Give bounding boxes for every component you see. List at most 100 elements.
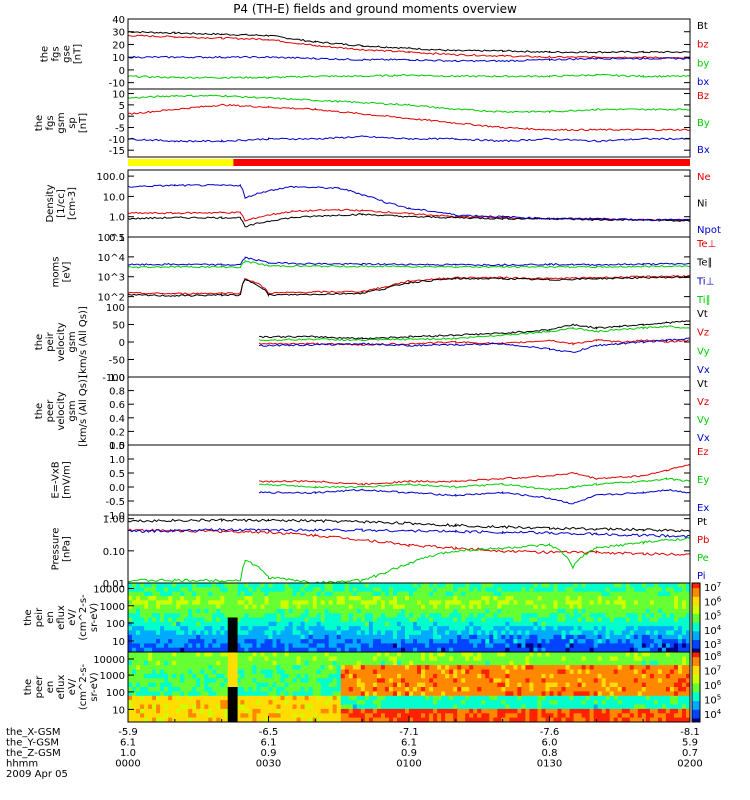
p10-cell [236, 717, 241, 723]
p10-cell [469, 687, 474, 692]
p10-cell [429, 691, 434, 697]
p9-cell [164, 583, 169, 588]
p10-cell [376, 704, 382, 710]
p9-cell [300, 604, 306, 610]
p9-cell [593, 587, 599, 593]
p10-cell [376, 673, 382, 679]
p9-cell [686, 630, 691, 636]
p10-cell [328, 687, 334, 692]
p10-cell [421, 652, 426, 657]
p10-cell [152, 695, 157, 701]
p9-colorbar-cell [692, 633, 700, 636]
p9-cell [264, 643, 269, 649]
p9-cell [260, 604, 265, 610]
p9-cell [216, 583, 221, 588]
p10-cell [678, 673, 683, 679]
p9-cell [461, 617, 466, 623]
p10-cell [220, 691, 225, 697]
p9-cell [649, 634, 655, 640]
p9-cell [433, 621, 438, 627]
p9-cell [308, 634, 314, 640]
p4-ylabel-line: moms [51, 257, 62, 288]
p10-cell [272, 665, 277, 670]
p10-cell [348, 673, 354, 679]
p9-cell [156, 587, 161, 593]
p9-cell [320, 630, 326, 636]
p9-cell [128, 617, 133, 623]
p9-cell [272, 617, 277, 623]
p9-cell [288, 643, 294, 649]
p10-cell [152, 691, 157, 697]
p10-cell [376, 708, 382, 714]
p10-cell [461, 678, 466, 684]
p9-cell [445, 613, 450, 618]
p9-cell [212, 613, 217, 618]
p10-cell [637, 691, 643, 697]
p9-cell [481, 604, 486, 610]
p9-cell [220, 600, 225, 606]
xaxis-tick-label: -5.9 [118, 727, 138, 738]
p9-cell [565, 613, 571, 618]
p9-cell [260, 595, 265, 601]
p10-cell [645, 652, 651, 657]
p10-cell [405, 691, 410, 697]
p10-cell [220, 652, 225, 657]
p10-cell [292, 717, 298, 723]
p9-cell [364, 600, 370, 606]
p9-cell [405, 604, 410, 610]
p9-cell [673, 621, 679, 627]
p9-cell [557, 600, 562, 606]
p9-cell [160, 583, 165, 588]
p10-cell [200, 700, 205, 705]
p10-cell [513, 660, 518, 666]
p10-colorbar-cell [692, 669, 700, 672]
p9-cell [445, 621, 450, 627]
p9-cell [376, 639, 382, 644]
p9-cell [545, 630, 550, 636]
p10-cell [288, 673, 294, 679]
p10-cell [541, 682, 546, 688]
p9-cell [144, 613, 149, 618]
p10-cell [637, 673, 643, 679]
p9-cell [248, 617, 253, 623]
p5-series-blue-line [258, 337, 691, 353]
p9-cell [573, 613, 579, 618]
p10-cell [481, 682, 486, 688]
p9-cell [533, 639, 538, 644]
p10-cell [682, 700, 687, 705]
p9-cell [316, 630, 322, 636]
p10-cell [144, 665, 149, 670]
p9-cell [300, 643, 306, 649]
p10-cell [457, 691, 462, 697]
p10-cell [625, 713, 631, 719]
p10-cell [236, 700, 241, 705]
p10-cell [441, 652, 446, 657]
p10-cell [669, 673, 675, 679]
p2-legend-green: By [697, 118, 710, 129]
p10-cell [344, 708, 350, 714]
p10-cell [156, 669, 161, 675]
p9-cell [252, 604, 257, 610]
p10-cell [429, 704, 434, 710]
p9-cell [180, 600, 185, 606]
p10-cell [673, 704, 679, 710]
p9-cell [156, 613, 161, 618]
p3-ytick-label: 100.0 [96, 172, 125, 183]
p9-cell [513, 630, 518, 636]
p9-cell [180, 647, 185, 653]
p9-cell [481, 617, 486, 623]
p9-cell [425, 583, 430, 588]
p10-cell [252, 691, 257, 697]
p10-cell [240, 656, 245, 662]
p9-cell [208, 621, 213, 627]
p10-cell [505, 691, 510, 697]
p10-cell [585, 678, 591, 684]
p9-cell [421, 643, 426, 649]
p10-cell [304, 669, 310, 675]
p9-cell [352, 595, 358, 601]
p9-cell [481, 626, 486, 631]
p10-cell [312, 691, 318, 697]
p10-cell [364, 656, 370, 662]
p10-cell [425, 687, 430, 692]
p9-cell [529, 639, 534, 644]
